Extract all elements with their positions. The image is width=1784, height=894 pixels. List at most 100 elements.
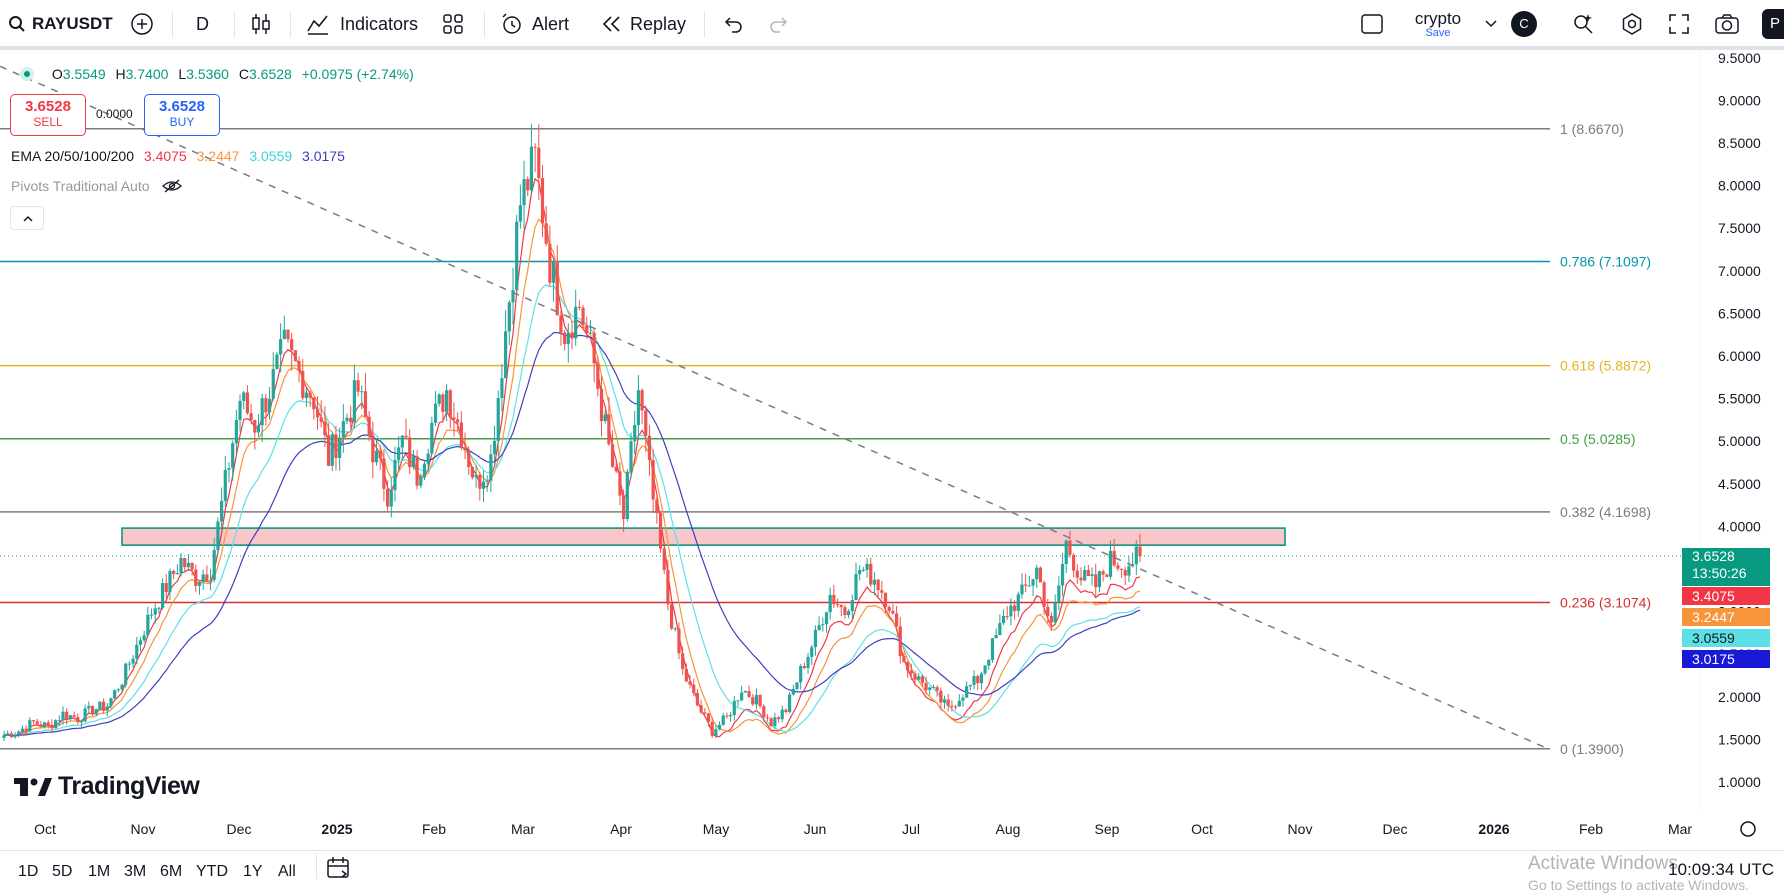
redo-button[interactable] <box>768 0 790 48</box>
price-tick-label: 8.0000 <box>1718 178 1761 194</box>
buy-price: 3.6528 <box>159 98 205 115</box>
candle-down <box>456 419 460 423</box>
candle-up <box>481 481 486 489</box>
avatar-button[interactable]: C <box>1511 0 1537 48</box>
compare-button[interactable] <box>130 0 154 48</box>
candle-down <box>1049 615 1054 623</box>
market-status-icon[interactable] <box>20 67 34 81</box>
layout-menu-button[interactable] <box>1484 0 1498 48</box>
candle-down <box>559 315 563 333</box>
candle-down <box>703 712 707 714</box>
quick-search-button[interactable] <box>1572 0 1596 48</box>
sell-button[interactable]: 3.6528 SELL <box>10 94 86 136</box>
candle-down <box>363 391 368 417</box>
price-chart[interactable]: 1 (8.6670) 0.786 (7.1097) 0.618 (5.8872) 0.… <box>0 0 1784 850</box>
chevron-up-icon <box>23 215 33 222</box>
candle-down <box>647 435 652 461</box>
range-button-6m[interactable]: 6M <box>160 863 183 880</box>
candle-down <box>101 701 106 711</box>
candle-down <box>953 706 958 708</box>
candle-down <box>385 488 390 507</box>
candle-down <box>533 146 537 148</box>
ema-legend[interactable]: EMA 20/50/100/200 3.4075 3.2447 3.0559 3… <box>11 148 345 164</box>
indicators-button[interactable]: Indicators <box>306 0 418 48</box>
date-range-button[interactable] <box>326 855 352 886</box>
candle-up <box>1035 567 1039 580</box>
eye-hidden-icon[interactable] <box>161 178 183 194</box>
candle-up <box>279 339 283 355</box>
candle-up <box>223 469 227 501</box>
axis-settings-icon[interactable] <box>1740 821 1756 837</box>
candle-down <box>459 422 463 448</box>
candle-up <box>116 689 120 691</box>
time-tick-label: Mar <box>1668 821 1692 837</box>
candle-up <box>972 676 976 685</box>
candle-down <box>1075 570 1079 578</box>
candle-down <box>334 434 338 459</box>
price-axis[interactable]: 1.00001.50002.00002.50003.00003.50004.00… <box>1699 50 1761 810</box>
candle-down <box>76 717 80 722</box>
fullscreen-toggle[interactable] <box>1360 0 1384 48</box>
interval-button[interactable]: D <box>196 0 209 48</box>
layouts-button[interactable] <box>442 0 464 48</box>
price-tick-label: 5.5000 <box>1718 391 1761 407</box>
settings-button[interactable] <box>1620 0 1644 48</box>
candle-up <box>965 686 969 698</box>
candle-up <box>998 623 1002 635</box>
undo-button[interactable] <box>722 0 744 48</box>
chart-type-button[interactable] <box>250 0 272 48</box>
candle-down <box>906 662 910 671</box>
range-button-all[interactable]: All <box>278 863 296 880</box>
candle-down <box>72 715 76 718</box>
pivots-legend[interactable]: Pivots Traditional Auto <box>11 178 183 194</box>
time-axis[interactable]: Oct Nov Dec 2025 Feb Mar Apr May Jun Jul Aug Sep Oct… <box>34 821 1756 837</box>
candle-up <box>98 701 102 710</box>
candle-down <box>555 261 559 316</box>
activate-windows-title: Activate Windows <box>1528 853 1678 874</box>
fullscreen-button[interactable] <box>1668 0 1690 48</box>
buy-button[interactable]: 3.6528 BUY <box>144 94 220 136</box>
candle-up <box>496 397 500 441</box>
collapse-legend-button[interactable] <box>10 206 44 230</box>
range-button-1y[interactable]: 1Y <box>243 863 263 880</box>
range-button-3m[interactable]: 3M <box>124 863 147 880</box>
clock[interactable]: 10:09:34 UTC <box>1668 860 1774 879</box>
time-tick-label: 2026 <box>1478 821 1509 837</box>
candle-down <box>1116 565 1120 569</box>
candle-down <box>452 417 456 420</box>
candle-up <box>437 394 441 404</box>
candle-up <box>13 734 17 738</box>
candle-up <box>588 332 593 334</box>
candle-up <box>994 634 998 639</box>
range-button-ytd[interactable]: YTD <box>196 863 228 880</box>
activate-windows-hint: Go to Settings to activate Windows. <box>1528 877 1749 893</box>
candle-down <box>695 692 700 706</box>
range-button-1d[interactable]: 1D <box>18 863 39 880</box>
symbol-search[interactable]: RAYUSDT <box>8 0 113 48</box>
candle-up <box>961 697 965 701</box>
alert-button[interactable]: Alert <box>500 0 569 48</box>
price-tick-label: 1.0000 <box>1718 774 1761 790</box>
candle-up <box>282 329 286 340</box>
candle-up <box>625 471 629 520</box>
candle-down <box>1068 540 1072 555</box>
candle-down <box>164 583 168 592</box>
candle-down <box>1038 567 1043 583</box>
publish-button[interactable]: P <box>1762 0 1784 48</box>
candle-up <box>430 422 434 454</box>
candle-down <box>194 569 198 586</box>
layout-name-button[interactable]: crypto Save <box>1410 0 1466 48</box>
interval-label: D <box>196 13 209 34</box>
range-button-5d[interactable]: 5D <box>52 863 73 880</box>
snapshot-button[interactable] <box>1714 0 1740 48</box>
candle-up <box>20 728 25 732</box>
replay-icon <box>602 16 620 32</box>
candle-up <box>740 692 744 701</box>
candle-up <box>186 562 191 568</box>
replay-button[interactable]: Replay <box>600 0 686 48</box>
candle-up <box>397 447 401 461</box>
range-button-1m[interactable]: 1M <box>88 863 111 880</box>
price-tick-label: 7.5000 <box>1718 220 1761 236</box>
candle-down <box>1024 584 1028 586</box>
candle-down <box>404 435 408 438</box>
